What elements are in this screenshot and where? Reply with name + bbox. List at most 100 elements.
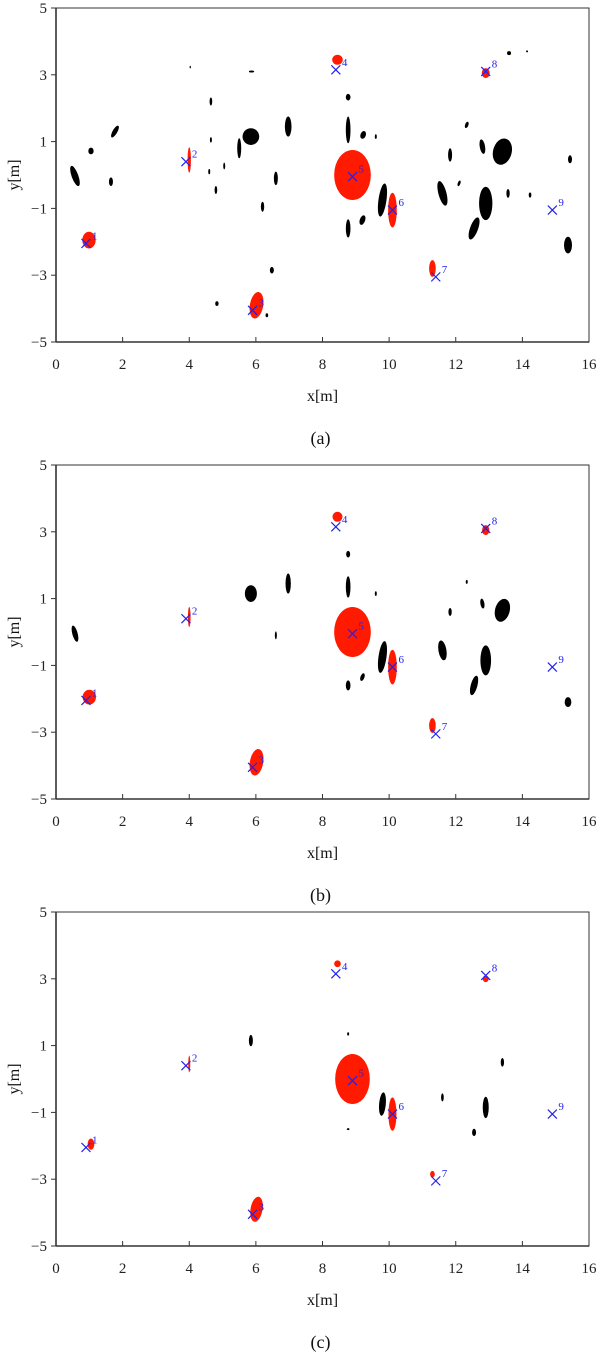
clutter-region	[244, 585, 257, 602]
marker-label: 7	[442, 264, 448, 276]
target-region	[482, 525, 490, 536]
marker-label: 7	[442, 721, 448, 733]
clutter-region	[448, 607, 452, 616]
marker-3: 3	[247, 297, 265, 316]
clutter-region	[273, 171, 278, 186]
panel-label: (a)	[311, 428, 331, 449]
marker-1: 1	[81, 230, 97, 249]
clutter-region	[265, 313, 269, 318]
x-marker	[480, 523, 491, 534]
target-region	[482, 975, 489, 983]
marker-label: 3	[259, 754, 265, 766]
clutter-region	[528, 192, 532, 198]
clutter-region	[482, 1096, 489, 1119]
x-tick-label: 2	[119, 1261, 127, 1277]
plot-frame	[55, 464, 590, 800]
marker-label: 6	[398, 654, 404, 666]
clutter-region	[359, 215, 366, 225]
marker-1: 1	[81, 1134, 98, 1153]
marker-3: 3	[247, 754, 265, 773]
clutter-region	[248, 1034, 253, 1047]
clutter-region	[285, 573, 291, 594]
marker-5: 5	[347, 621, 364, 639]
clutter-region	[214, 186, 218, 195]
clutter-region	[223, 162, 226, 170]
x-marker	[430, 728, 441, 739]
clutter-region	[71, 625, 79, 642]
x-tick-label: 16	[582, 357, 598, 373]
x-tick-label: 14	[515, 814, 531, 830]
x-marker	[387, 1109, 398, 1119]
clutter-region	[492, 138, 513, 165]
x-tick-label: 10	[382, 1261, 397, 1277]
marker-label: 1	[92, 1134, 98, 1146]
x-marker	[81, 1142, 91, 1153]
clutter-region	[465, 579, 468, 584]
x-tick-label: 0	[52, 814, 60, 830]
y-tick-label: −3	[31, 1172, 47, 1188]
x-tick-label: 10	[382, 357, 397, 373]
target-region	[429, 718, 436, 733]
target-region	[332, 511, 343, 522]
x-tick-label: 6	[252, 814, 260, 830]
marker-7: 7	[430, 721, 448, 739]
marker-label: 4	[342, 514, 348, 526]
clutter-region	[345, 680, 351, 691]
clutter-region	[526, 50, 529, 53]
clutter-region	[479, 186, 493, 221]
y-tick-label: 5	[40, 905, 48, 921]
clutter-region	[377, 641, 388, 673]
target-region	[334, 606, 371, 658]
y-tick-label: 1	[40, 135, 48, 151]
x-marker	[347, 628, 358, 639]
marker-2: 2	[180, 606, 197, 624]
x-marker	[247, 1209, 258, 1220]
y-tick-label: −3	[31, 268, 47, 284]
clutter-region	[568, 155, 573, 164]
x-tick-label: 6	[252, 1261, 260, 1277]
marker-6: 6	[387, 1101, 404, 1119]
clutter-region	[564, 236, 573, 254]
clutter-region	[242, 128, 260, 145]
marker-4: 4	[330, 961, 348, 979]
marker-label: 1	[92, 687, 98, 699]
x-tick-label: 8	[319, 814, 327, 830]
x-marker	[547, 662, 558, 672]
x-tick-label: 2	[119, 357, 127, 373]
marker-label: 8	[492, 962, 498, 974]
x-marker	[330, 968, 341, 979]
marker-label: 6	[398, 1101, 404, 1113]
clutter-region	[345, 219, 351, 238]
clutter-region	[237, 138, 242, 159]
clutter-region	[260, 201, 265, 212]
clutter-region	[111, 125, 119, 138]
clutter-region	[472, 1128, 477, 1137]
marker-label: 4	[342, 57, 348, 69]
y-tick-label: −3	[31, 725, 47, 741]
x-marker	[330, 64, 341, 75]
x-axis-label: x[m]	[307, 1292, 338, 1309]
marker-label: 3	[259, 297, 265, 309]
clutter-region	[347, 1032, 350, 1036]
marker-label: 5	[358, 1068, 364, 1080]
clutter-region	[507, 51, 512, 56]
clutter-region	[215, 301, 219, 306]
y-tick-label: 5	[40, 458, 48, 474]
clutter-region	[494, 598, 511, 622]
clutter-region	[208, 168, 211, 175]
x-tick-label: 8	[319, 1261, 327, 1277]
x-tick-label: 0	[52, 1261, 60, 1277]
target-region	[334, 149, 371, 201]
x-tick-label: 4	[186, 814, 194, 830]
y-tick-label: −1	[31, 1105, 47, 1121]
clutter-region	[88, 147, 94, 155]
marker-6: 6	[387, 654, 404, 672]
x-marker	[81, 238, 91, 249]
clutter-region	[284, 116, 292, 137]
clutter-region	[360, 131, 366, 139]
x-tick-label: 16	[582, 1261, 598, 1277]
clutter-region	[346, 1128, 350, 1131]
marker-4: 4	[330, 57, 348, 75]
x-marker	[180, 613, 191, 624]
